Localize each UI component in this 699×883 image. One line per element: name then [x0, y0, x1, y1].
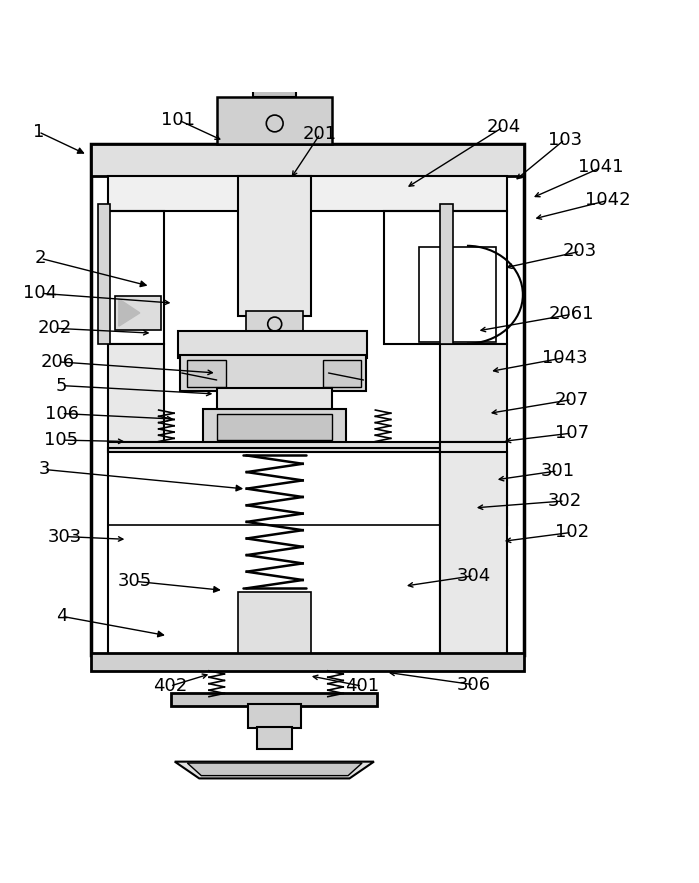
Bar [187, 360, 226, 387]
Text: 204: 204 [487, 118, 520, 136]
Bar [246, 312, 303, 331]
Text: 1041: 1041 [578, 158, 624, 177]
Bar [440, 452, 507, 654]
Text: 106: 106 [45, 404, 78, 423]
Text: 401: 401 [345, 677, 379, 695]
Bar [440, 343, 507, 442]
Text: 5: 5 [56, 376, 67, 395]
Bar [440, 442, 507, 525]
Text: 104: 104 [24, 284, 57, 302]
Text: 201: 201 [303, 125, 337, 143]
Bar [217, 388, 332, 410]
Bar [178, 331, 367, 358]
Bar [108, 343, 164, 442]
Bar [384, 211, 507, 343]
Text: 206: 206 [41, 353, 75, 371]
Text: 107: 107 [555, 424, 589, 442]
Bar [91, 145, 524, 654]
Bar [253, 76, 296, 97]
Bar [238, 592, 311, 654]
Text: 2: 2 [35, 249, 46, 268]
Bar [440, 204, 453, 343]
Bar [108, 452, 440, 525]
Bar [98, 204, 110, 343]
Bar [108, 176, 507, 211]
Bar [108, 442, 440, 452]
Text: 203: 203 [563, 242, 597, 260]
Bar [217, 413, 332, 440]
Bar [419, 247, 496, 343]
Polygon shape [175, 762, 374, 779]
Bar [203, 410, 346, 443]
Text: 3: 3 [38, 460, 50, 479]
Text: 4: 4 [56, 608, 67, 625]
Text: 102: 102 [555, 524, 589, 541]
Text: 303: 303 [48, 527, 82, 546]
Bar [180, 355, 366, 391]
Text: 202: 202 [38, 320, 71, 337]
Text: 2061: 2061 [549, 306, 595, 323]
Bar [108, 211, 164, 343]
Polygon shape [187, 763, 362, 775]
Bar [238, 176, 311, 316]
Text: 207: 207 [555, 390, 589, 409]
Text: 302: 302 [548, 492, 582, 509]
Text: 101: 101 [161, 111, 195, 129]
Bar [108, 449, 440, 654]
Text: 305: 305 [118, 572, 152, 591]
Text: 103: 103 [548, 131, 582, 148]
Text: 1: 1 [33, 123, 44, 141]
Bar [91, 145, 524, 176]
Text: 306: 306 [457, 675, 491, 694]
Bar [115, 296, 161, 329]
Bar [248, 704, 301, 728]
Bar [323, 360, 361, 387]
Text: 301: 301 [541, 462, 575, 479]
Text: 304: 304 [457, 567, 491, 585]
Bar [91, 653, 524, 671]
Text: 402: 402 [153, 677, 187, 695]
Text: 1043: 1043 [542, 349, 588, 366]
Bar [217, 97, 332, 145]
Polygon shape [119, 299, 140, 326]
Text: 1042: 1042 [585, 192, 631, 209]
Bar [171, 693, 377, 706]
Text: 105: 105 [45, 431, 78, 449]
Bar [257, 727, 292, 749]
